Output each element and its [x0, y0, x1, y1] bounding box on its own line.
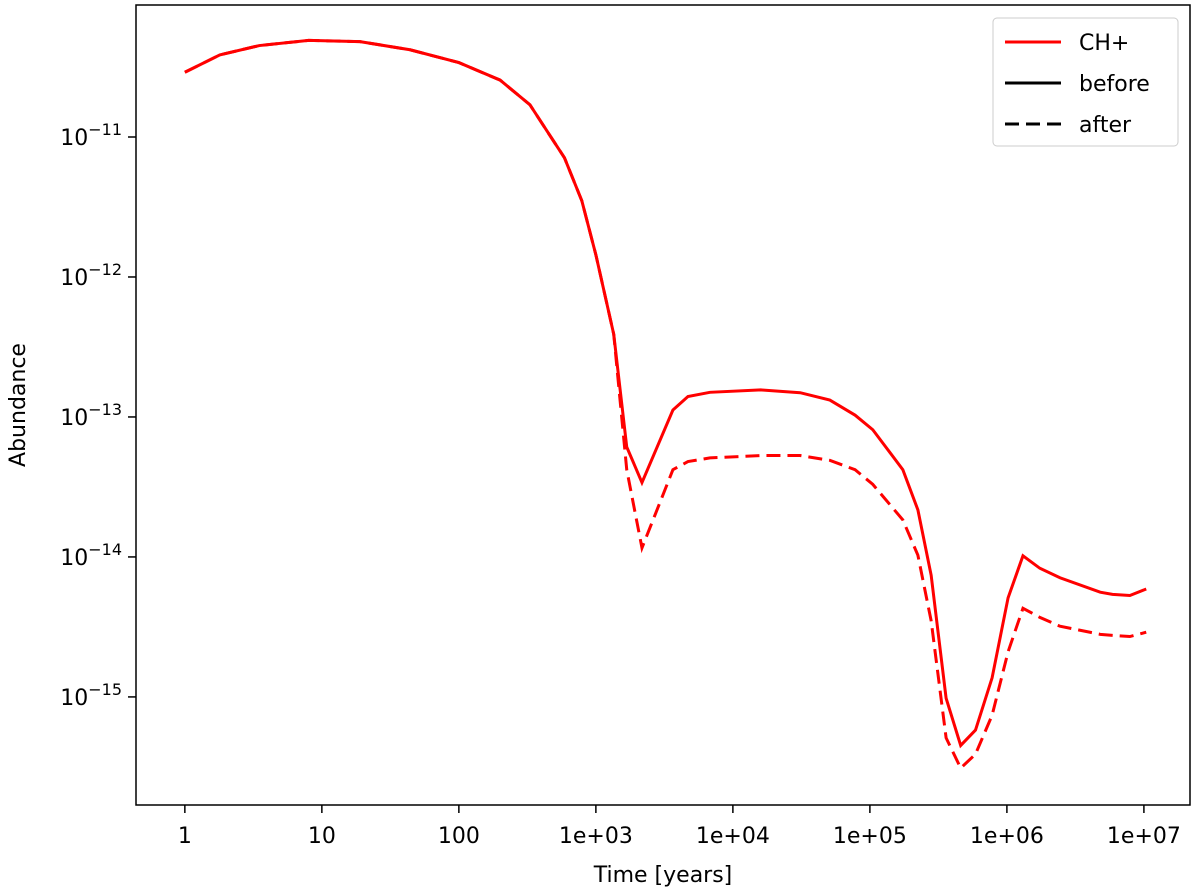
legend-label: CH+ [1079, 31, 1129, 56]
x-tick-label: 1e+06 [970, 824, 1044, 849]
y-tick-label: 10−12 [60, 260, 122, 291]
y-tick-label: 10−13 [60, 400, 122, 431]
y-tick-exponent: −14 [88, 540, 122, 559]
series-line [184, 38, 1147, 771]
series-line [184, 38, 1147, 749]
x-tick-label: 10 [308, 824, 336, 849]
y-tick-label: 10−14 [60, 540, 122, 571]
x-tick-label: 1 [178, 824, 192, 849]
y-tick-exponent: −13 [88, 400, 122, 419]
y-tick-label: 10−11 [60, 120, 122, 151]
legend-label: before [1079, 72, 1150, 97]
x-tick-label: 1e+03 [559, 824, 633, 849]
y-tick-exponent: −12 [88, 260, 122, 279]
x-tick-label: 1e+05 [833, 824, 907, 849]
x-tick-label: 1e+07 [1107, 824, 1181, 849]
y-axis-label: Abundance [6, 343, 31, 467]
y-tick-label: 10−15 [60, 680, 122, 711]
legend-box [992, 17, 1179, 147]
plot-frame [135, 4, 1191, 806]
x-axis-label: Time [years] [593, 863, 733, 888]
legend-label: after [1079, 113, 1132, 138]
y-tick-exponent: −15 [88, 680, 122, 699]
y-tick-exponent: −11 [88, 120, 122, 139]
x-tick-label: 1e+04 [696, 824, 770, 849]
x-tick-label: 100 [438, 824, 480, 849]
